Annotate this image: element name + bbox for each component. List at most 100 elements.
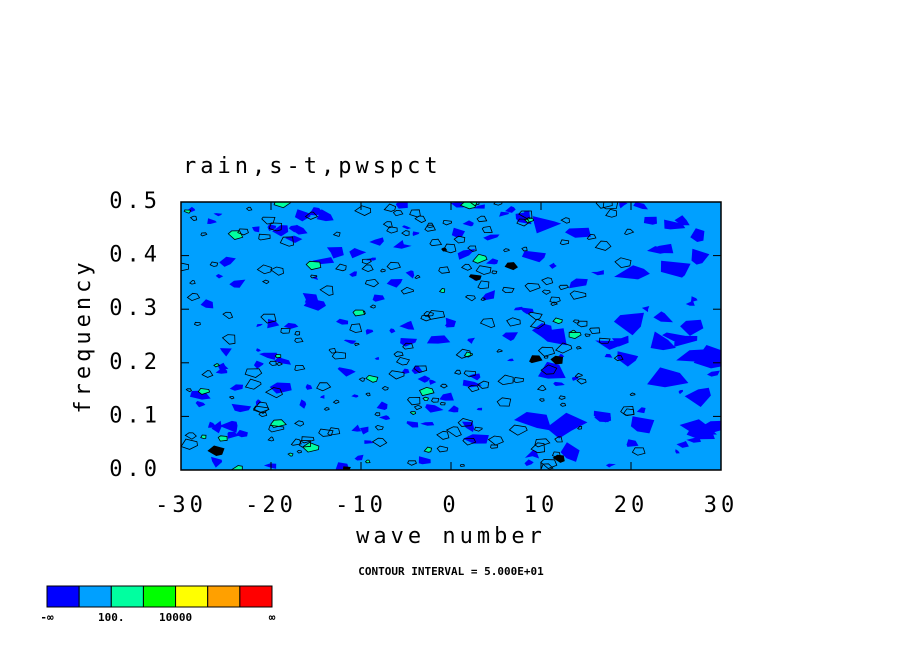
field-patch [524, 459, 534, 466]
field-patch [447, 405, 459, 413]
contour-line [365, 392, 371, 397]
contour-line [503, 248, 510, 253]
field-patch [256, 348, 261, 352]
field-patch [395, 202, 408, 209]
contour-line [261, 216, 276, 225]
field-patch [686, 424, 715, 440]
field-patch [641, 306, 650, 313]
field-patch [467, 337, 475, 344]
field-patch [229, 384, 244, 391]
field-patch [326, 247, 344, 259]
contour-line [280, 327, 291, 334]
field-patch [376, 401, 388, 410]
x-tick-label: 10 [524, 493, 559, 518]
contour-line [462, 437, 477, 446]
contour-line [463, 370, 476, 378]
contour-line [477, 380, 490, 389]
field-patch [505, 206, 516, 213]
field-patch [591, 270, 604, 276]
field-patch [336, 318, 349, 325]
contour-line [629, 392, 636, 397]
field-patch [229, 279, 246, 288]
contour-line [304, 211, 319, 220]
contour-line [409, 411, 417, 415]
contour-line [453, 235, 466, 244]
contour-line [296, 449, 302, 454]
contour-line [460, 263, 473, 271]
contour-line [301, 442, 320, 453]
contour-interval: CONTOUR INTERVAL = 5.000E+01 [358, 565, 544, 578]
contour-line [332, 399, 340, 404]
contour-line [181, 438, 198, 450]
field-patch [472, 204, 485, 209]
contour-line [527, 311, 543, 321]
contour-line [183, 209, 192, 214]
contour-line [323, 407, 330, 411]
contour-line [496, 397, 512, 407]
contour-line [267, 436, 275, 442]
contour-line [414, 215, 427, 223]
contour-line [401, 230, 410, 237]
field-patch [450, 202, 464, 208]
contour-line [459, 464, 465, 467]
field-patch [364, 440, 374, 444]
contour-line [200, 434, 207, 440]
contour-line [559, 239, 570, 246]
contour-line [576, 378, 587, 385]
contour-line [620, 406, 635, 416]
field-patch [613, 312, 644, 336]
field-patch [521, 250, 546, 263]
field-patch [680, 319, 704, 336]
field-patch [412, 231, 420, 236]
contour-line [540, 463, 554, 470]
contour-line [328, 347, 337, 354]
contour-line [560, 217, 570, 224]
contour-line [554, 436, 563, 443]
contour-line [245, 206, 253, 211]
field-patch [676, 441, 689, 448]
field-patch [256, 323, 263, 328]
contour-line [541, 289, 551, 295]
contour-line [422, 396, 430, 402]
contour-line [361, 264, 374, 273]
y-tick-label: 0.1 [109, 403, 161, 428]
contour-line [189, 279, 196, 285]
contour-line [552, 317, 563, 325]
contour-line [305, 260, 322, 271]
contour-line [467, 245, 477, 252]
field-patch [219, 420, 238, 433]
colorbar-label: 100. [98, 611, 125, 624]
field-patch [476, 407, 483, 411]
field-patch [678, 389, 683, 395]
colorbar-label: ∞ [269, 611, 276, 624]
field-patch [285, 235, 303, 243]
contour-line [189, 215, 198, 221]
contour-line [558, 395, 566, 400]
contour-line [393, 351, 404, 358]
contour-line [184, 432, 197, 440]
field-patch [200, 299, 214, 309]
contour-line [261, 279, 270, 285]
contour-line [383, 203, 397, 212]
field-patch [457, 249, 476, 260]
field-patch [312, 276, 319, 280]
contour-line [388, 370, 405, 380]
contour-line [474, 426, 483, 432]
field-patch [690, 228, 705, 242]
contour-line [275, 361, 283, 367]
field-patch [532, 216, 562, 234]
contour-line [430, 397, 440, 403]
field-patch [611, 335, 629, 347]
contour-line [631, 447, 646, 456]
x-tick-label: -10 [335, 493, 387, 518]
field-patch [462, 379, 482, 388]
colorbar-swatch [46, 585, 80, 608]
contour-line [310, 274, 318, 279]
contour-line [551, 451, 561, 458]
contour-line [287, 452, 294, 457]
x-tick-label: -30 [155, 493, 207, 518]
contour-line [558, 284, 570, 291]
contour-line [436, 445, 449, 453]
y-axis-label: frequency [71, 258, 96, 413]
contour-line [543, 355, 549, 359]
